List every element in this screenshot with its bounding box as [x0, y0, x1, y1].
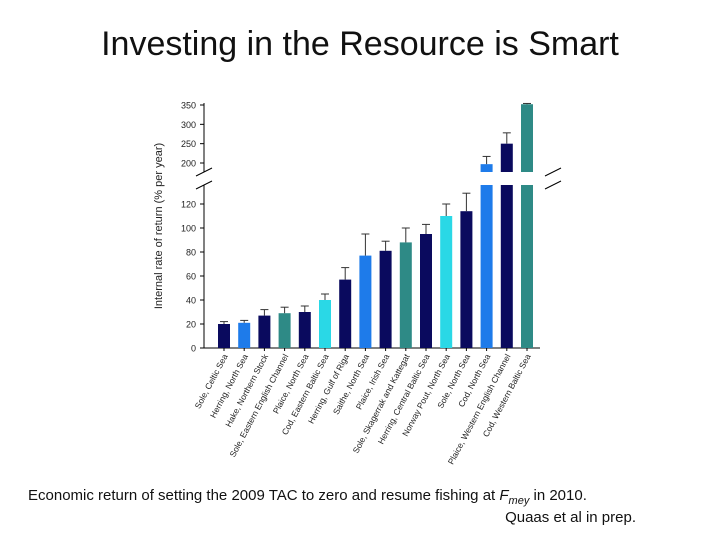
bar	[440, 216, 453, 348]
caption-subscript: mey	[508, 495, 530, 507]
bar-break-gap	[479, 172, 494, 185]
bars-layer	[218, 102, 534, 348]
bar	[500, 143, 513, 348]
source-credit: Quaas et al in prep.	[505, 509, 636, 526]
bar	[460, 211, 473, 348]
bar	[278, 313, 291, 348]
bar	[480, 164, 493, 348]
y-tick-label: 20	[186, 320, 196, 330]
y-tick-label: 80	[186, 248, 196, 258]
caption-text-end: in 2010.	[529, 487, 587, 504]
caption-text: Economic return of setting the 2009 TAC …	[28, 487, 500, 504]
bar	[379, 250, 392, 348]
bar	[298, 312, 311, 348]
y-tick-label: 120	[181, 200, 196, 210]
bar	[238, 322, 251, 348]
y-tick-label: 40	[186, 296, 196, 306]
caption-variable: F	[499, 487, 509, 504]
slide-title: Investing in the Resource is Smart	[101, 25, 619, 63]
y-tick-label: 300	[181, 120, 196, 130]
axis-break-mark	[195, 180, 213, 190]
bar	[339, 279, 352, 348]
bar	[521, 104, 533, 348]
bar-break-gap	[499, 172, 514, 185]
bar	[359, 255, 372, 348]
axis-layer: 0 20 40 60 80 100 120 200 250 300 350 Internal rate…	[153, 101, 562, 354]
y-tick-label: 0	[191, 344, 196, 354]
bar	[218, 324, 230, 348]
bar	[319, 300, 331, 348]
bar	[399, 242, 412, 348]
axis-break-mark	[544, 167, 562, 177]
figure-caption: Economic return of setting the 2009 TAC …	[28, 486, 648, 511]
axis-break-mark	[195, 167, 213, 177]
y-tick-label: 100	[181, 224, 196, 234]
bar	[420, 234, 432, 348]
y-tick-label: 200	[181, 159, 196, 169]
y-tick-label: 350	[181, 101, 196, 111]
bar-break-gap	[520, 172, 534, 185]
irr-bar-chart: 0 20 40 60 80 100 120 200 250 300 350 Internal rate…	[153, 101, 562, 467]
y-tick-label: 60	[186, 272, 196, 282]
y-axis-title: Internal rate of return (% per year)	[153, 143, 165, 309]
axis-break-mark	[544, 180, 562, 190]
bar	[258, 315, 271, 348]
y-tick-label: 250	[181, 139, 196, 149]
